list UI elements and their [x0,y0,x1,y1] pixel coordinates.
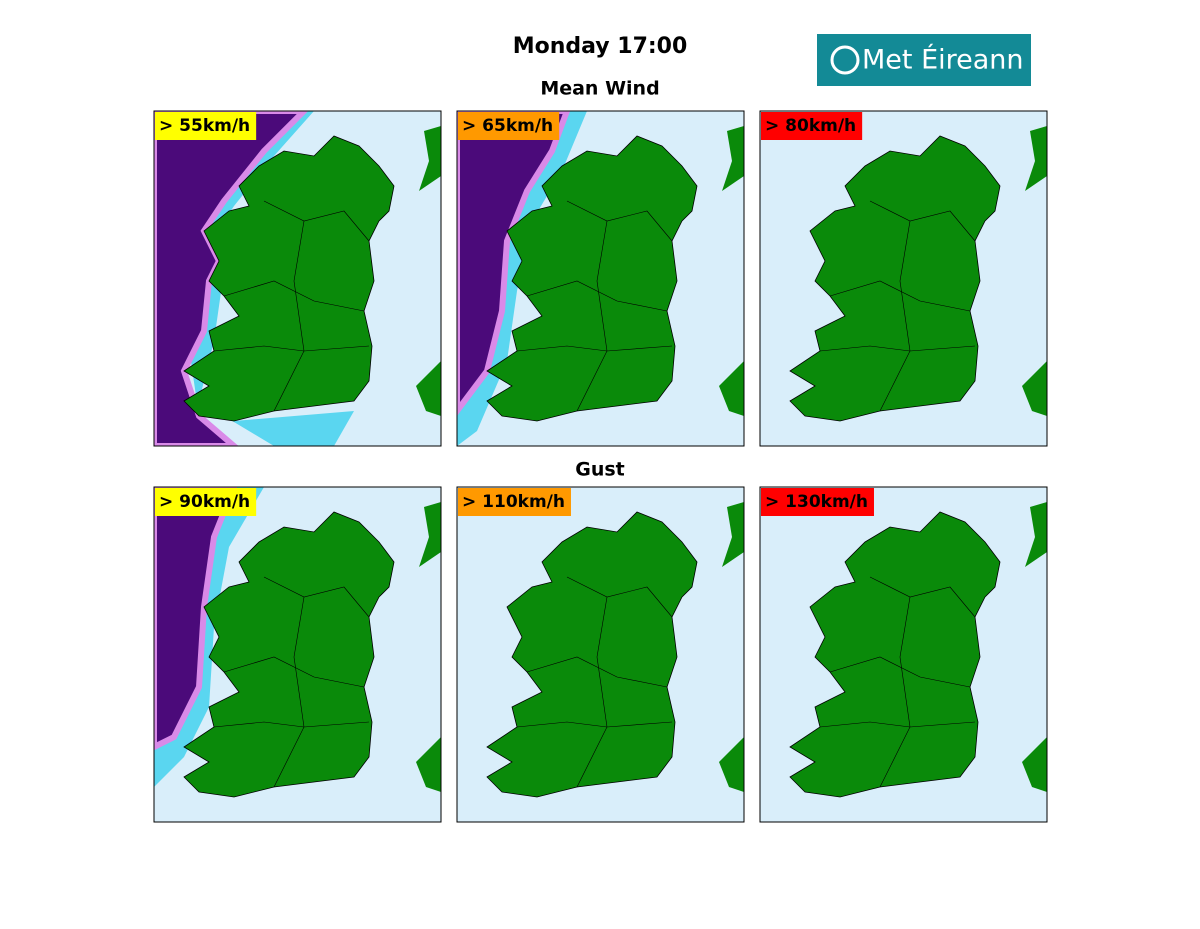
threshold-label: > 80km/h [765,116,856,136]
panel-frame [153,486,442,823]
label-badge [458,488,571,516]
panel-frame [759,110,1048,447]
wind-area [457,111,571,416]
map-panel: > 110km/h [456,486,745,823]
threshold-label: > 65km/h [462,116,553,136]
label-badge [761,488,874,516]
panel-frame [456,110,745,447]
map-panel: > 90km/h [153,486,442,823]
section-title: Gust [575,459,625,481]
threshold-label: > 110km/h [462,492,565,512]
label-badge [458,112,560,140]
logo-text: Met Éireann [862,44,1024,76]
map-panel: > 130km/h [759,486,1048,823]
logo: Met Éireann [817,34,1031,86]
map-panel: > 55km/h [153,110,442,447]
section-title: Mean Wind [540,78,659,100]
panel-frame [759,486,1048,823]
label-badge [155,488,257,516]
threshold-label: > 55km/h [159,116,250,136]
panel-frame [153,110,442,447]
page-title: Monday 17:00 [513,34,688,59]
map-panel: > 65km/h [456,110,745,447]
threshold-label: > 90km/h [159,492,250,512]
threshold-label: > 130km/h [765,492,868,512]
map-panel: > 80km/h [759,110,1048,447]
panel-frame [456,486,745,823]
label-badge [761,112,863,140]
label-badge [155,112,257,140]
